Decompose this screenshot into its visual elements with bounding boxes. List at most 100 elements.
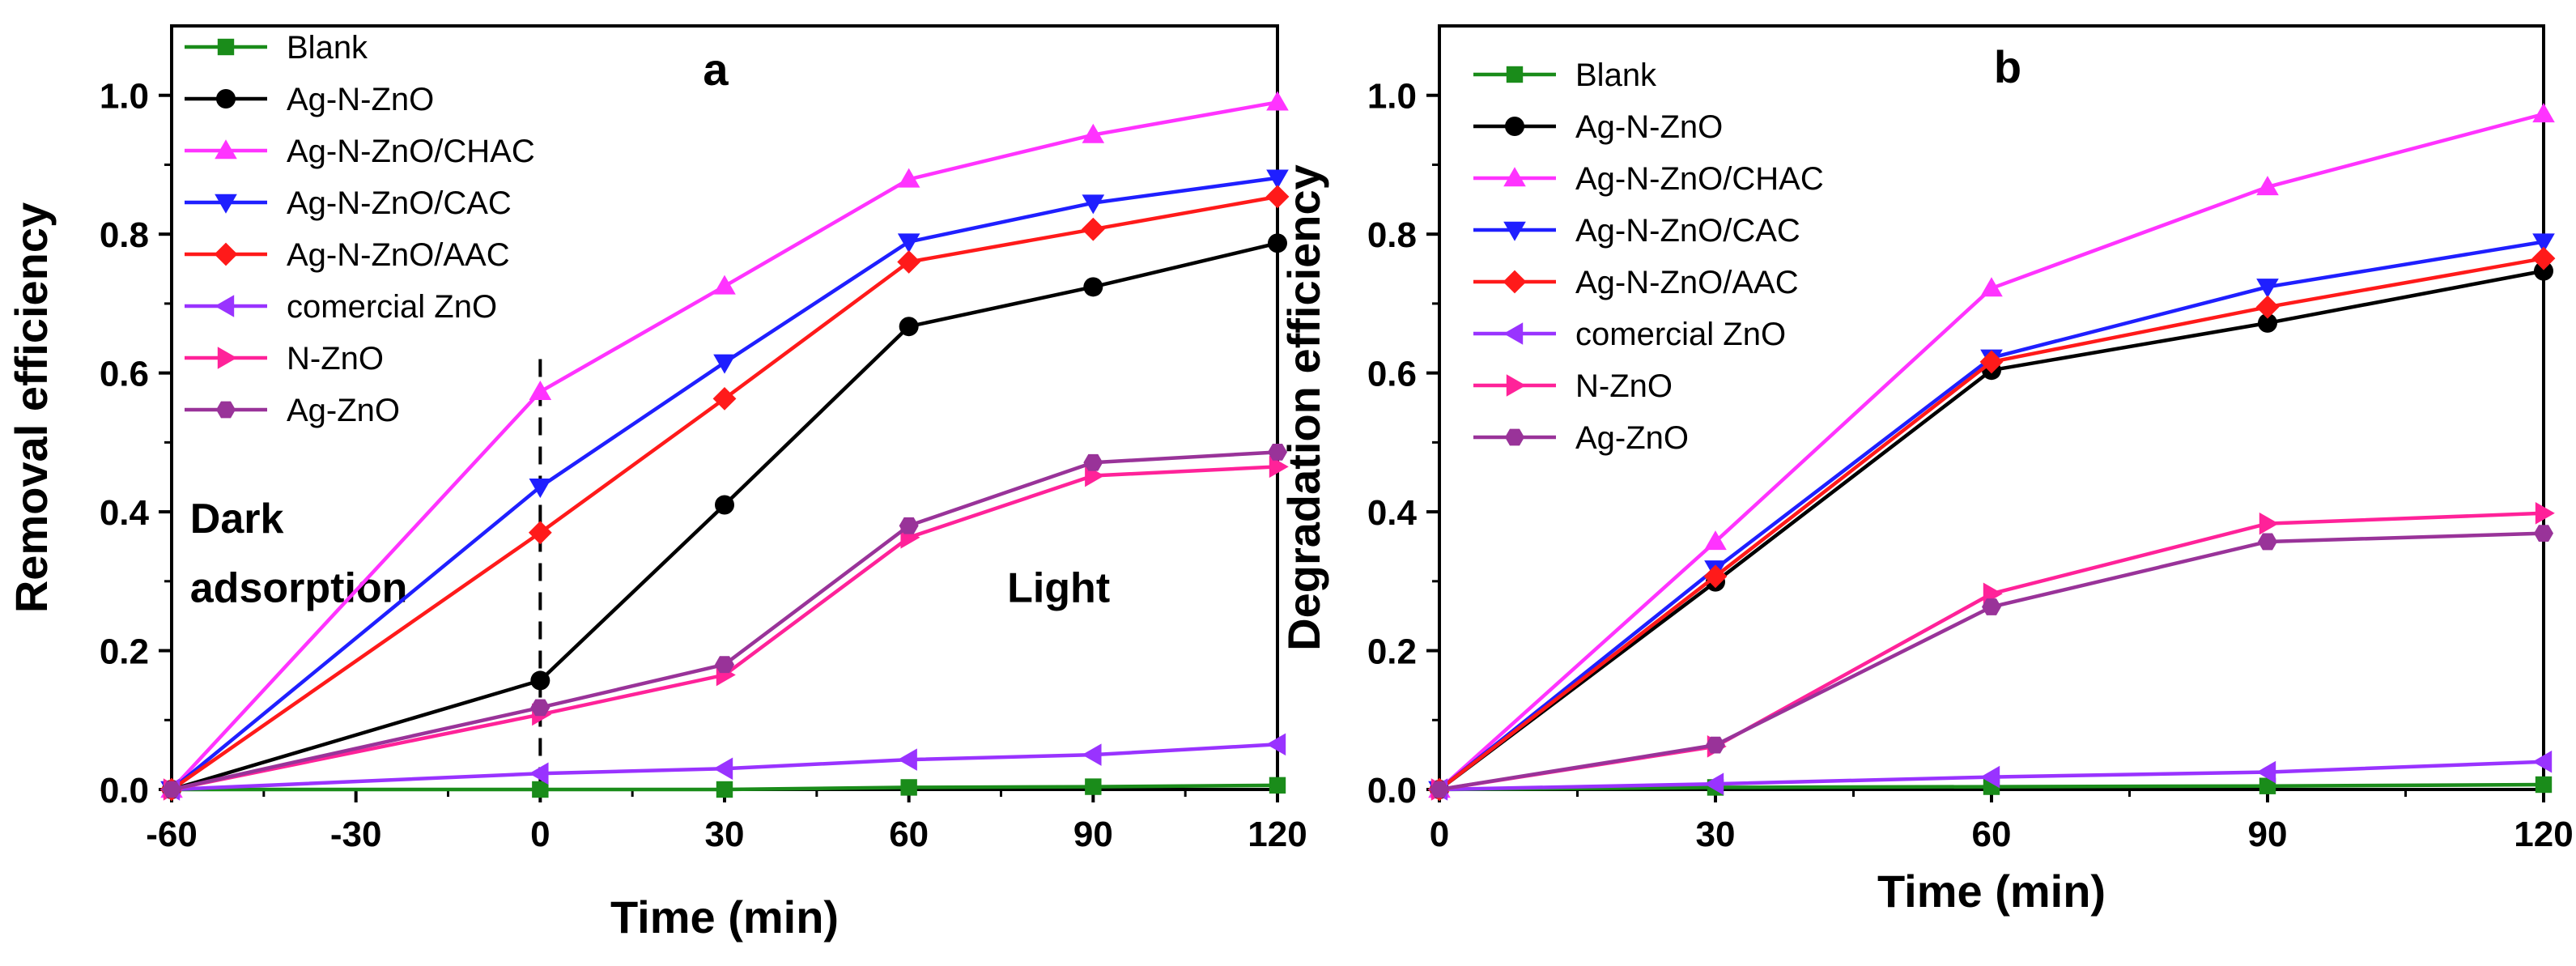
data-point [716, 781, 733, 798]
legend-marker [215, 194, 237, 214]
data-point [1979, 350, 2004, 374]
data-point [1266, 733, 1286, 756]
data-point [529, 762, 549, 785]
data-point [2256, 760, 2276, 784]
data-point [1430, 781, 1449, 798]
data-point [2259, 777, 2276, 794]
legend-label: Ag-N-ZnO [287, 82, 434, 117]
legend-label: Ag-N-ZnO/CAC [287, 185, 512, 221]
data-point [532, 781, 549, 798]
series-line [172, 783, 1278, 792]
x-tick-label: 60 [889, 815, 929, 854]
y-axis-title: Removal efficiency [6, 202, 57, 613]
data-point [2535, 776, 2553, 794]
data-point [528, 521, 552, 545]
data-point [1706, 736, 1725, 754]
x-tick-label: -30 [330, 815, 382, 854]
legend-marker [215, 295, 235, 317]
annotation-text: Light [1007, 565, 1110, 612]
data-point [1703, 564, 1728, 589]
data-point [713, 757, 733, 781]
series-line [171, 450, 1278, 792]
legend-marker [214, 242, 238, 266]
y-tick-label: 1.0 [100, 77, 149, 117]
data-point [1982, 598, 2001, 615]
legend-label: comercial ZnO [287, 289, 497, 325]
data-point [897, 168, 920, 188]
data-point [1081, 217, 1105, 241]
data-point [530, 699, 550, 717]
legend-label: Ag-N-ZnO/CHAC [1575, 161, 1824, 197]
data-point [712, 386, 737, 411]
x-tick-label: -60 [146, 815, 198, 854]
data-point [1980, 765, 2000, 789]
data-point [1083, 277, 1103, 297]
legend-marker [216, 89, 236, 109]
data-point [529, 479, 552, 499]
data-point [2532, 103, 2555, 123]
series-line [170, 100, 1278, 791]
y-tick-label: 0.4 [1367, 493, 1418, 533]
data-point [715, 495, 734, 515]
series-line [170, 176, 1278, 791]
panel-label: b [1994, 41, 2021, 92]
data-point [2255, 295, 2280, 319]
data-point [2532, 750, 2553, 773]
legend-marker [1503, 221, 1526, 241]
y-tick-label: 0.4 [100, 493, 150, 533]
data-point [2534, 525, 2553, 543]
data-point [529, 380, 552, 400]
series-line [170, 194, 1278, 791]
legend-label: Ag-ZnO [1575, 420, 1689, 456]
legend-marker [1506, 66, 1524, 83]
x-tick-label: 30 [705, 815, 745, 854]
y-tick-label: 1.0 [1367, 77, 1417, 117]
y-axis-title: Degradation efficiency [1278, 164, 1329, 651]
legend-marker [1503, 270, 1527, 294]
legend-label: Ag-N-ZnO/AAC [287, 237, 510, 273]
data-point [2256, 279, 2279, 299]
data-point [1266, 169, 1289, 189]
y-tick-label: 0.8 [100, 215, 149, 255]
legend-label: Blank [287, 30, 368, 66]
x-tick-label: 0 [530, 815, 550, 854]
legend-marker [215, 139, 237, 160]
x-tick-label: 60 [1972, 815, 2012, 854]
y-tick-label: 0.0 [1367, 771, 1417, 811]
data-point [1082, 123, 1105, 143]
data-point [897, 233, 920, 253]
series-line [171, 241, 1278, 792]
data-point [1085, 778, 1102, 795]
data-point [715, 656, 734, 674]
data-point [1980, 277, 2003, 297]
legend-marker [217, 347, 237, 369]
x-tick-label: 120 [1248, 815, 1307, 854]
data-point [900, 779, 917, 796]
data-point [2258, 533, 2277, 551]
legend-label: Ag-N-ZnO [1575, 109, 1723, 145]
data-point [2535, 502, 2555, 525]
x-tick-label: 90 [1073, 815, 1113, 854]
legend-label: Blank [1575, 57, 1657, 93]
series-line [171, 465, 1278, 792]
annotation-text: Dark [190, 496, 284, 543]
legend-label: Ag-N-ZnO/AAC [1575, 265, 1799, 300]
data-point [162, 781, 181, 798]
y-tick-label: 0.0 [100, 771, 149, 811]
x-tick-label: 30 [1696, 815, 1736, 854]
data-point [1268, 233, 1287, 253]
data-point [1704, 530, 1727, 551]
legend-marker [217, 38, 235, 56]
data-point [530, 670, 550, 691]
panel-label: a [703, 44, 729, 95]
data-point [899, 517, 919, 534]
y-tick-label: 0.6 [100, 355, 149, 394]
data-point [1268, 443, 1287, 461]
data-point [2531, 246, 2556, 270]
data-point [1082, 194, 1105, 215]
data-point [2256, 176, 2279, 196]
x-tick-label: 90 [2248, 815, 2288, 854]
legend-label: N-ZnO [1575, 368, 1673, 404]
legend-label: comercial ZnO [1575, 317, 1786, 352]
